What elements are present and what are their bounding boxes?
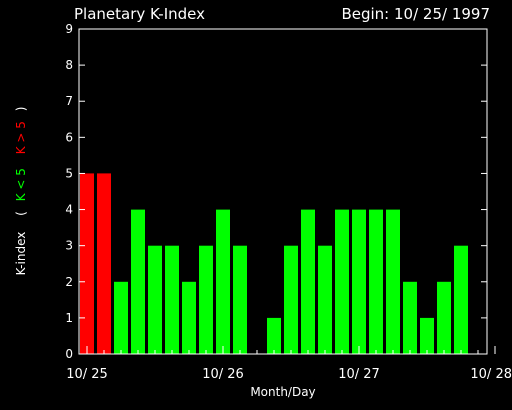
k-index-bar xyxy=(182,281,196,354)
y-axis-label-open-paren: ( xyxy=(14,211,28,216)
k-index-bar xyxy=(131,209,145,354)
y-tick-label: 6 xyxy=(65,130,73,144)
y-tick-label: 9 xyxy=(65,22,73,36)
y-tick-label: 1 xyxy=(65,311,73,325)
k-index-bar xyxy=(369,209,383,354)
y-axis-label-high: K > 5 xyxy=(14,121,28,154)
y-tick-label: 3 xyxy=(65,239,73,253)
y-tick-label: 0 xyxy=(65,347,73,361)
x-tick-label: 10/ 27 xyxy=(338,367,380,382)
y-tick-label: 8 xyxy=(65,58,73,72)
k-index-bar xyxy=(165,245,179,354)
k-index-bar xyxy=(233,245,247,354)
x-tick-label: 10/ 28 xyxy=(470,367,512,382)
chart-title: Planetary K-Index xyxy=(74,5,205,23)
k-index-bar xyxy=(335,209,349,354)
k-index-bar xyxy=(97,173,111,354)
k-index-bar xyxy=(80,173,94,354)
k-index-bar xyxy=(454,245,468,354)
x-tick-label: 10/ 25 xyxy=(66,367,108,382)
k-index-bar xyxy=(437,281,451,354)
k-index-bar xyxy=(267,317,281,354)
k-index-bar xyxy=(284,245,298,354)
k-index-bar xyxy=(114,281,128,354)
x-tick-label: 10/ 26 xyxy=(202,367,244,382)
y-axis-label: K-index ( K < 5 K > 5 ) xyxy=(14,107,28,276)
y-tick-label: 5 xyxy=(65,166,73,180)
y-axis-label-low: K < 5 xyxy=(14,168,28,201)
k-index-bar xyxy=(318,245,332,354)
k-index-bar xyxy=(386,209,400,354)
k-index-bar xyxy=(301,209,315,354)
k-index-bar xyxy=(199,245,213,354)
begin-date-label: Begin: 10/ 25/ 1997 xyxy=(341,5,490,23)
plot-frame xyxy=(78,28,488,355)
y-axis-label-prefix: K-index xyxy=(14,232,28,276)
y-tick-label: 7 xyxy=(65,94,73,108)
y-tick-label: 2 xyxy=(65,275,73,289)
y-tick-label: 4 xyxy=(65,203,73,217)
k-index-bar xyxy=(216,209,230,354)
y-axis-label-close-paren: ) xyxy=(14,107,28,112)
bars-group xyxy=(80,173,468,354)
x-axis-label: Month/Day xyxy=(250,385,315,399)
k-index-bar xyxy=(352,209,366,354)
x-ticks-group: 10/ 25 10/ 26 10/ 27 10/ 28 xyxy=(66,346,512,382)
k-index-bar xyxy=(420,317,434,354)
k-index-bar xyxy=(148,245,162,354)
k-index-bar xyxy=(403,281,417,354)
